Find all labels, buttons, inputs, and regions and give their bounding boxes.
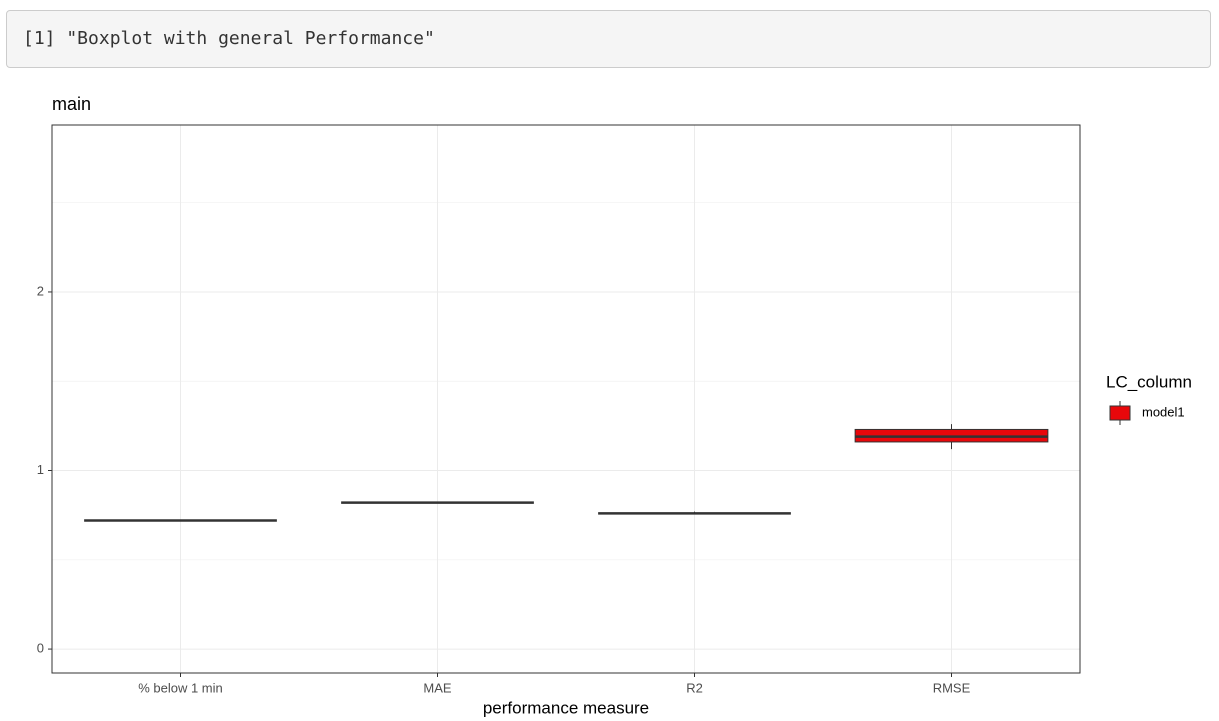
x-axis-label: performance measure [483, 698, 649, 717]
x-tick-label: RMSE [933, 680, 971, 695]
y-tick-label: 1 [37, 462, 44, 477]
legend-title: LC_column [1106, 372, 1192, 391]
y-tick-label: 2 [37, 283, 44, 298]
legend-key [1109, 405, 1131, 421]
console-output: [1] "Boxplot with general Performance" [6, 10, 1211, 68]
x-tick-label: % below 1 min [138, 680, 223, 695]
y-tick-label: 0 [37, 641, 44, 656]
x-tick-label: MAE [423, 680, 452, 695]
x-tick-label: R2 [686, 680, 703, 695]
panel-border [51, 124, 1081, 674]
chart-title: main [52, 94, 91, 114]
legend-label: model1 [1142, 404, 1185, 419]
